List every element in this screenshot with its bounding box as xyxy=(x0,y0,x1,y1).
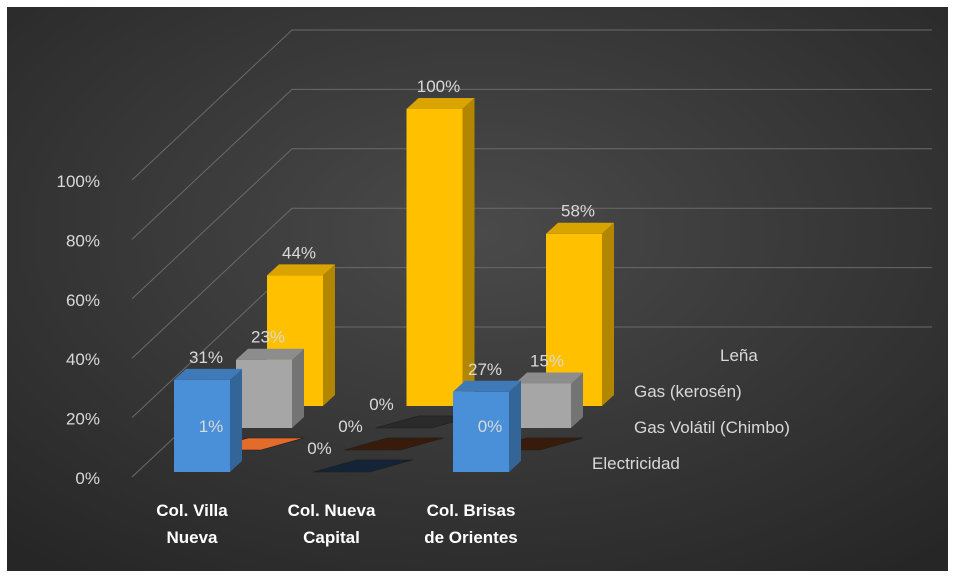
y-tick-label: 0% xyxy=(75,469,100,488)
bar xyxy=(313,459,413,473)
y-tick-label: 20% xyxy=(66,410,100,429)
data-label: 0% xyxy=(338,417,363,436)
data-label: 27% xyxy=(468,360,502,379)
bar xyxy=(174,368,242,472)
y-tick-label: 40% xyxy=(66,350,100,369)
data-label: 15% xyxy=(530,351,564,370)
bar xyxy=(453,380,521,472)
category-label: Col. Villa Nueva xyxy=(156,501,228,547)
series-label: Gas Volátil (Chimbo) xyxy=(634,418,790,437)
data-label: 58% xyxy=(561,202,595,221)
data-label: 0% xyxy=(478,417,503,436)
y-tick-label: 60% xyxy=(66,291,100,310)
gridline-2 xyxy=(131,207,932,359)
category-label: Col. Brisas de Orientes xyxy=(424,501,518,547)
data-label: 0% xyxy=(369,395,394,414)
gridline-3 xyxy=(131,148,932,300)
chart-background xyxy=(7,7,948,571)
data-label: 23% xyxy=(251,328,285,347)
gridline-5 xyxy=(131,29,932,181)
y-tick-label: 100% xyxy=(57,172,100,191)
series-label: Gas (kerosén) xyxy=(634,382,742,401)
series-label: Leña xyxy=(720,346,758,365)
bar xyxy=(406,98,475,406)
bar xyxy=(515,372,583,428)
category-label: Col. Nueva Capital xyxy=(288,501,376,547)
bar xyxy=(344,437,444,451)
chart-frame: 0% 20% 40% 60% 80% 100% 58% 100% 44% 15% 0% 23% 0% 0… xyxy=(7,7,948,571)
data-label: 44% xyxy=(282,243,316,262)
y-tick-label: 80% xyxy=(66,231,100,250)
series-label: Electricidad xyxy=(592,454,680,473)
data-label: 31% xyxy=(189,348,223,367)
data-label: 100% xyxy=(417,77,460,96)
data-label: 0% xyxy=(307,439,332,458)
data-label: 1% xyxy=(199,417,224,436)
gridline-4 xyxy=(131,88,932,240)
bar xyxy=(236,348,304,428)
chart-svg: 0% 20% 40% 60% 80% 100% 58% 100% 44% 15% 0% 23% 0% 0… xyxy=(7,7,948,571)
